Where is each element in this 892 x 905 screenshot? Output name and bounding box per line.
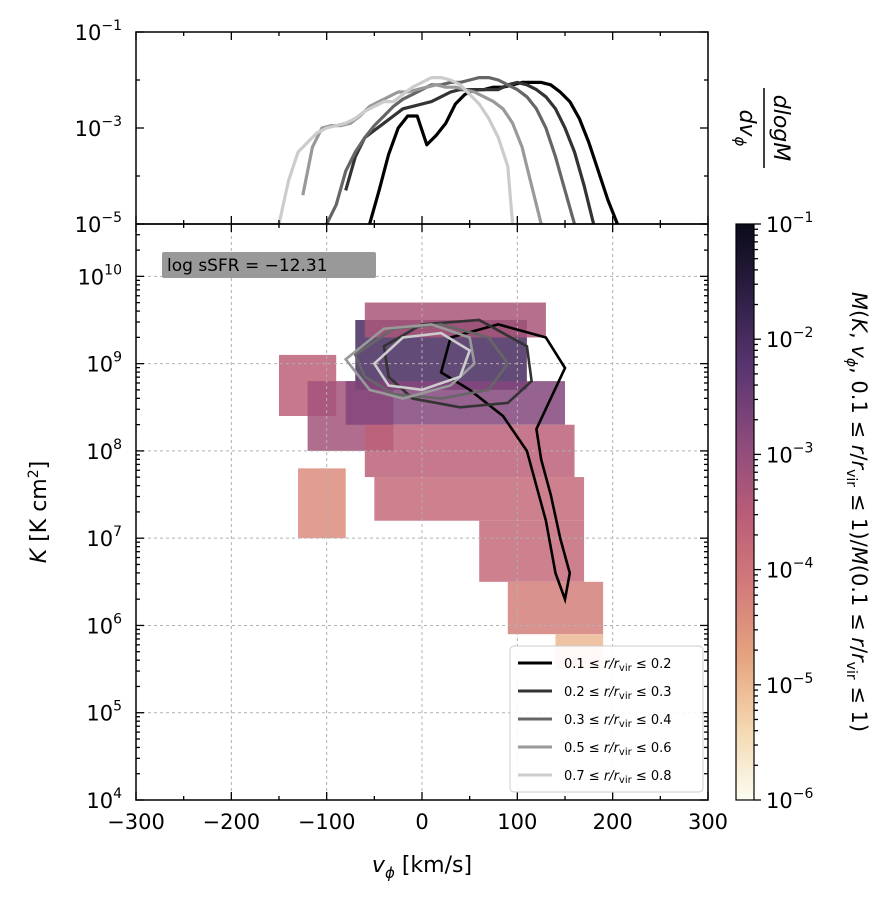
legend-label: 0.2 ≤ r/rvir ≤ 0.3	[564, 685, 672, 702]
main-ytick-label: 106	[86, 611, 122, 638]
heatmap-cell	[479, 520, 585, 582]
main-xtick-labels: −300 −200 −100 0 100 200 300	[107, 810, 728, 834]
colorbar-ticks: 10−1 10−2 10−3 10−4 10−5 10−6	[754, 210, 813, 813]
x-axis-label: vϕ [km/s]	[372, 853, 472, 882]
top-series-line	[277, 76, 515, 224]
colorbar-frame	[735, 223, 755, 801]
main-ytick-label: 105	[86, 699, 122, 726]
top-panel: 10−5 10−3 10−1 dlogM dvϕ	[75, 18, 793, 237]
top-lines	[277, 76, 619, 224]
legend-label: 0.1 ≤ r/rvir ≤ 0.2	[564, 657, 672, 674]
heatmap-cell	[298, 468, 346, 539]
main-xtick-label: 200	[593, 810, 633, 834]
colorbar-tick-label: 10−5	[766, 671, 813, 698]
top-ticks	[135, 31, 709, 225]
colorbar-tick-label: 10−4	[766, 556, 813, 583]
annotation-box	[162, 252, 376, 278]
main-xtick-label: −100	[298, 810, 356, 834]
main-xtick-label: −300	[107, 810, 165, 834]
main-ytick-label: 109	[86, 350, 122, 377]
main-panel: −300 −200 −100 0 100 200 300 10410510610710810…	[26, 223, 728, 882]
legend-label: 0.7 ≤ r/rvir ≤ 0.8	[564, 769, 672, 786]
main-xtick-label: 100	[497, 810, 537, 834]
main-xtick-label: −200	[202, 810, 260, 834]
heatmap-cell	[507, 581, 604, 635]
top-ytick-labels: 10−5 10−3 10−1	[75, 18, 122, 237]
contour-line	[439, 323, 572, 605]
main-ytick-label: 107	[86, 524, 122, 551]
contours	[343, 318, 572, 605]
main-ytick-labels: 104 105 106 107 108 109 1010	[77, 262, 122, 813]
colorbar-tick-label: 10−1	[766, 210, 813, 237]
legend-label: 0.5 ≤ r/rvir ≤ 0.6	[564, 741, 672, 758]
main-xtick-label: 300	[688, 810, 728, 834]
heatmap-cell	[345, 381, 565, 425]
colorbar-label: M(K, vϕ, 0.1 ≤ r/rvir ≤ 1)/M(0.1 ≤ r/rvi…	[843, 292, 871, 732]
colorbar-tick-label: 10−2	[766, 325, 813, 352]
top-ytick-label: 10−3	[75, 114, 122, 141]
main-ytick-label: 1010	[77, 262, 122, 289]
sSFR-annotation: log sSFR = −12.31	[162, 252, 376, 278]
colorbar-tick-label: 10−6	[766, 786, 813, 813]
top-ytick-label: 10−5	[75, 210, 122, 237]
colorbar-tick-label: 10−3	[766, 440, 813, 467]
top-series-line	[325, 76, 577, 224]
annotation-text: log sSFR = −12.31	[167, 256, 328, 276]
main-ytick-label: 104	[86, 786, 122, 813]
legend: 0.1 ≤ r/rvir ≤ 0.2 0.2 ≤ r/rvir ≤ 0.3 0.3 …	[509, 645, 704, 793]
colorbar-gradient	[736, 224, 754, 800]
contour-line	[372, 331, 472, 392]
contour-line	[343, 323, 476, 400]
top-ylabel: dlogM dvϕ	[731, 88, 793, 168]
heatmap	[279, 302, 604, 670]
top-series-line	[368, 80, 619, 224]
svg-text:dvϕ: dvϕ	[731, 110, 759, 147]
top-ytick-label: 10−1	[75, 18, 122, 45]
main-ytick-label: 108	[86, 437, 122, 464]
colorbar: 10−1 10−2 10−3 10−4 10−5 10−6 M(K, vϕ, 0.1 ≤ …	[735, 210, 871, 813]
main-xtick-label: 0	[415, 810, 428, 834]
legend-label: 0.3 ≤ r/rvir ≤ 0.4	[564, 713, 672, 730]
y-axis-label: K [K cm2]	[26, 461, 52, 563]
svg-text:dlogM: dlogM	[768, 95, 793, 162]
main-ticks	[135, 224, 709, 801]
legend-box	[509, 645, 704, 793]
